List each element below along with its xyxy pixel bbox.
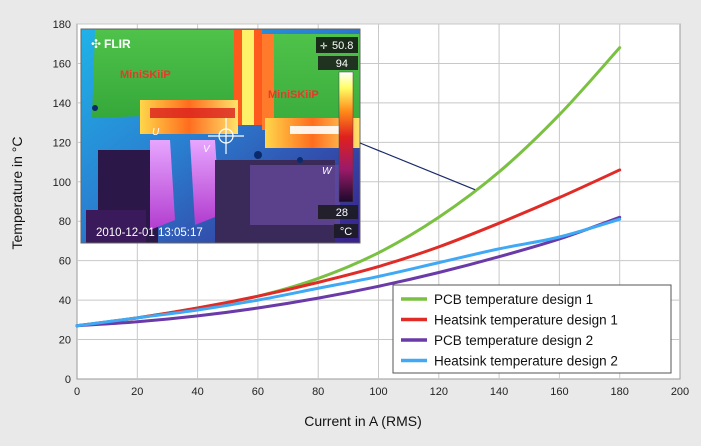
- legend-label: PCB temperature design 1: [434, 292, 593, 307]
- x-tick-label: 60: [252, 386, 264, 398]
- y-tick-label: 160: [53, 58, 71, 70]
- y-tick-label: 140: [53, 98, 71, 110]
- thermal-image-frame: [80, 28, 361, 244]
- crosshair-icon: [208, 118, 244, 154]
- x-tick-label: 180: [611, 386, 629, 398]
- x-tick-label: 20: [131, 386, 143, 398]
- crosshair-mini-icon: ✛: [320, 41, 328, 51]
- phase-label-u: U: [152, 127, 160, 138]
- y-tick-label: 20: [59, 335, 71, 347]
- flir-logo-mark: ✣: [91, 37, 101, 51]
- y-tick-label: 180: [53, 19, 71, 31]
- y-tick-label: 80: [59, 216, 71, 228]
- phase-label-v: V: [203, 144, 211, 155]
- legend-label: PCB temperature design 2: [434, 333, 593, 348]
- scale-unit: °C: [340, 226, 352, 238]
- x-tick-label: 100: [369, 386, 387, 398]
- y-axis-title: Temperature in °C: [9, 137, 25, 250]
- legend-box: [392, 284, 672, 374]
- y-tick-label: 40: [59, 295, 71, 307]
- x-tick-label: 120: [430, 386, 448, 398]
- timestamp: 2010-12-01 13:05:17: [96, 227, 203, 239]
- phase-label-w: W: [322, 166, 333, 177]
- x-tick-label: 160: [550, 386, 568, 398]
- y-tick-label: 100: [53, 177, 71, 189]
- x-axis-title: Current in A (RMS): [304, 413, 421, 429]
- module-label-right: MiniSKiiP: [268, 89, 319, 101]
- color-scale-bar: [338, 71, 354, 203]
- series-line-3: [75, 215, 622, 328]
- flir-logo: FLIR: [104, 37, 131, 51]
- y-tick-label: 0: [65, 374, 71, 386]
- module-label-left: MiniSKiiP: [120, 69, 171, 81]
- x-tick-label: 140: [490, 386, 508, 398]
- tick-labels: 0 20 40 60 80 100 120 140 160 180 0 20 40 60 80 100 120 1…: [53, 19, 690, 398]
- scale-min: 28: [336, 207, 348, 219]
- series-line-4: [75, 217, 622, 328]
- legend-label: Heatsink temperature design 1: [434, 313, 618, 328]
- legend: PCB temperature design 1 Heatsink tempera…: [401, 292, 618, 369]
- crosshair-value: 50.8: [332, 40, 353, 52]
- module-board-left: [92, 30, 250, 118]
- x-tick-label: 80: [312, 386, 324, 398]
- y-tick-label: 120: [53, 137, 71, 149]
- x-tick-label: 200: [671, 386, 689, 398]
- x-tick-label: 40: [191, 386, 203, 398]
- legend-label: Heatsink temperature design 2: [434, 354, 618, 369]
- y-tick-label: 60: [59, 256, 71, 268]
- scale-max: 94: [336, 58, 348, 70]
- series-lines: [75, 46, 622, 328]
- annotation-pointer-line: [359, 142, 476, 191]
- x-tick-label: 0: [74, 386, 80, 398]
